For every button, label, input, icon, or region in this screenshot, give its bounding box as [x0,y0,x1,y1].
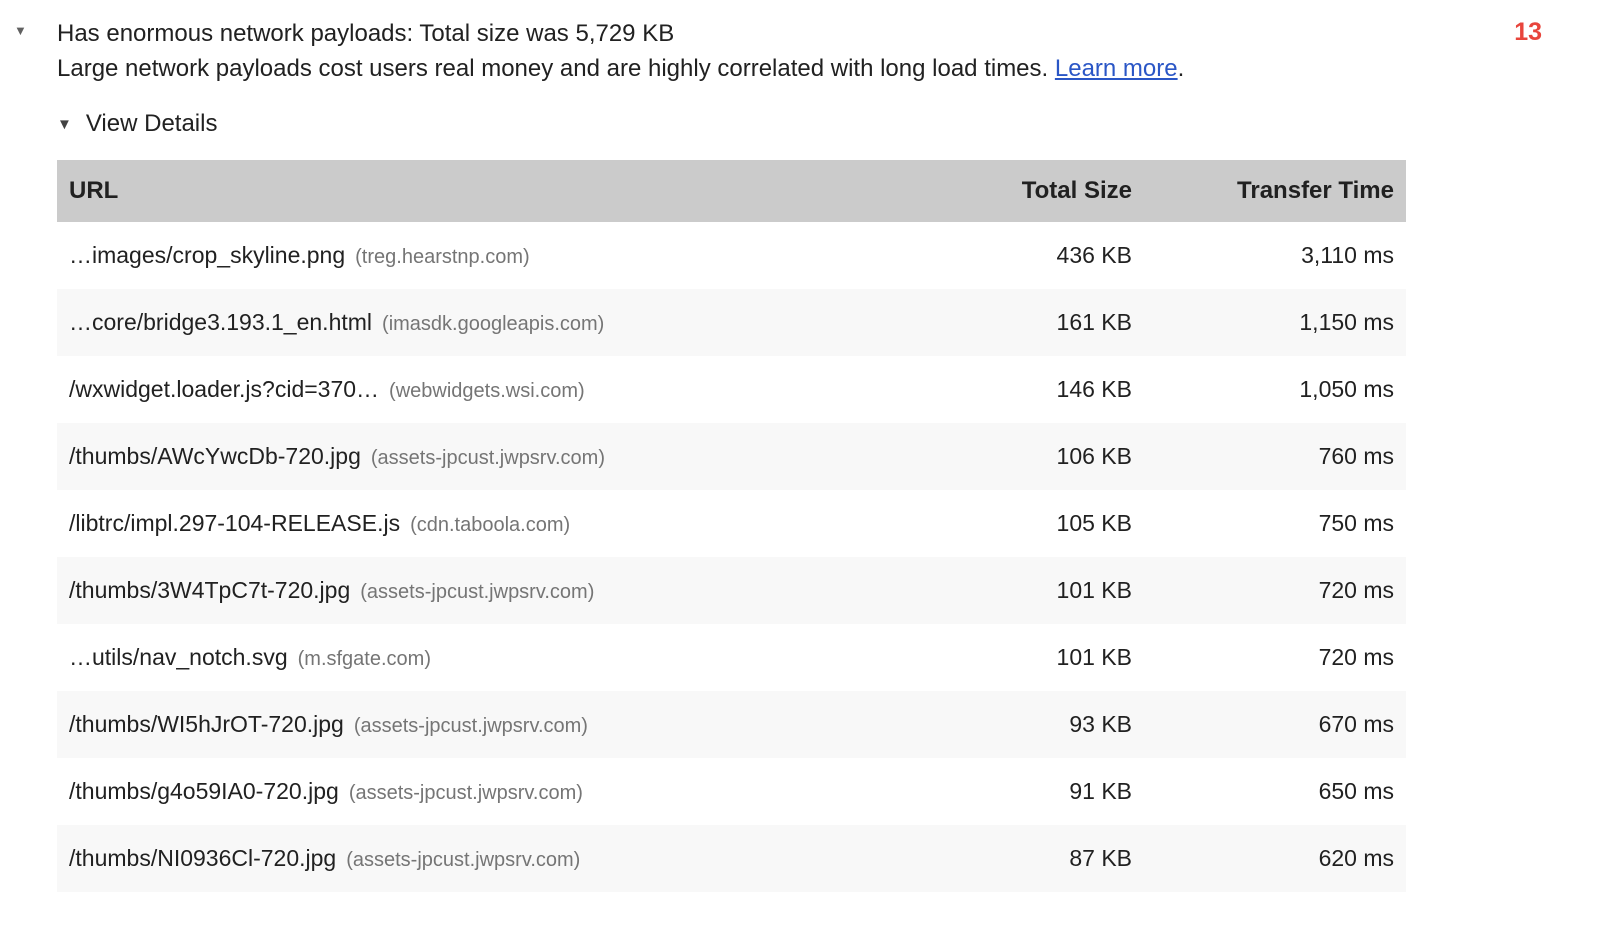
table-row: /thumbs/3W4TpC7t-720.jpg (assets-jpcust.j… [57,557,1406,624]
url-cell: /thumbs/NI0936Cl-720.jpg (assets-jpcust.j… [57,825,944,892]
url-domain: (assets-jpcust.jwpsrv.com) [348,782,583,804]
url-text: /thumbs/AWcYwcDb-720.jpg [69,443,361,469]
size-cell: 161 KB [1056,309,1132,335]
url-domain: (assets-jpcust.jwpsrv.com) [346,849,581,871]
url-domain: (treg.hearstnp.com) [355,246,530,268]
size-cell: 146 KB [1056,376,1132,402]
url-domain: (m.sfgate.com) [297,648,431,670]
table-header-row: URL Total Size Transfer Time [57,160,1406,222]
audit-header: ▼ Has enormous network payloads: Total s… [0,0,1598,86]
audit-description: Large network payloads cost users real m… [57,51,1478,86]
table-row: …core/bridge3.193.1_en.html (imasdk.googl… [57,289,1406,356]
description-period: . [1177,55,1185,82]
url-cell: /thumbs/WI5hJrOT-720.jpg (assets-jpcust.j… [57,691,944,758]
time-cell: 670 ms [1318,711,1394,737]
url-text: /thumbs/WI5hJrOT-720.jpg [69,711,344,737]
url-cell: …core/bridge3.193.1_en.html (imasdk.googl… [57,289,944,356]
url-cell: …images/crop_skyline.png (treg.hearstnp.c… [57,222,944,289]
payload-table: URL Total Size Transfer Time …images/cro… [57,160,1406,892]
column-header-url: URL [57,160,944,222]
url-cell: /wxwidget.loader.js?cid=370… (webwidgets.… [57,356,944,423]
url-text: …core/bridge3.193.1_en.html [69,309,373,335]
url-text: …utils/nav_notch.svg [69,644,288,670]
url-text: /libtrc/impl.297-104-RELEASE.js [69,510,401,536]
payload-table-container: URL Total Size Transfer Time …images/cro… [57,160,1406,892]
url-cell: …utils/nav_notch.svg (m.sfgate.com) [57,624,944,691]
table-row: …utils/nav_notch.svg (m.sfgate.com) 101 K… [57,624,1406,691]
url-text: /wxwidget.loader.js?cid=370… [69,376,380,402]
column-header-total-size: Total Size [944,160,1144,222]
time-cell: 620 ms [1318,845,1394,871]
size-cell: 105 KB [1056,510,1132,536]
url-domain: (assets-jpcust.jwpsrv.com) [370,447,605,469]
size-cell: 101 KB [1056,644,1132,670]
column-header-transfer-time: Transfer Time [1144,160,1406,222]
table-row: /libtrc/impl.297-104-RELEASE.js (cdn.tabo… [57,490,1406,557]
url-cell: /libtrc/impl.297-104-RELEASE.js (cdn.tabo… [57,490,944,557]
time-cell: 3,110 ms [1301,242,1394,268]
url-cell: /thumbs/3W4TpC7t-720.jpg (assets-jpcust.j… [57,557,944,624]
learn-more-link[interactable]: Learn more [1054,55,1178,82]
audit-score-badge: 13 [1514,18,1542,46]
size-cell: 91 KB [1069,778,1132,804]
url-domain: (cdn.taboola.com) [410,514,571,536]
time-cell: 1,050 ms [1299,376,1394,402]
table-row: /wxwidget.loader.js?cid=370… (webwidgets.… [57,356,1406,423]
url-domain: (webwidgets.wsi.com) [389,380,585,402]
time-cell: 760 ms [1318,443,1394,469]
audit-collapse-icon[interactable]: ▼ [14,23,27,38]
table-row: /thumbs/AWcYwcDb-720.jpg (assets-jpcust.j… [57,423,1406,490]
url-domain: (assets-jpcust.jwpsrv.com) [353,715,588,737]
time-cell: 650 ms [1318,778,1394,804]
time-cell: 750 ms [1318,510,1394,536]
time-cell: 1,150 ms [1299,309,1394,335]
view-details-toggle[interactable]: ▼ View Details [57,110,217,138]
table-row: /thumbs/NI0936Cl-720.jpg (assets-jpcust.j… [57,825,1406,892]
payload-table-body: …images/crop_skyline.png (treg.hearstnp.c… [57,222,1406,892]
url-text: /thumbs/3W4TpC7t-720.jpg [69,577,351,603]
url-cell: /thumbs/AWcYwcDb-720.jpg (assets-jpcust.j… [57,423,944,490]
audit-description-text: Large network payloads cost users real m… [57,55,1049,82]
url-text: /thumbs/g4o59IA0-720.jpg [69,778,339,804]
url-domain: (assets-jpcust.jwpsrv.com) [360,581,595,603]
url-text: /thumbs/NI0936Cl-720.jpg [69,845,337,871]
size-cell: 436 KB [1056,242,1132,268]
size-cell: 87 KB [1069,845,1132,871]
size-cell: 106 KB [1056,443,1132,469]
table-row: …images/crop_skyline.png (treg.hearstnp.c… [57,222,1406,289]
view-details-label: View Details [85,110,218,137]
url-cell: /thumbs/g4o59IA0-720.jpg (assets-jpcust.j… [57,758,944,825]
audit-title: Has enormous network payloads: Total siz… [57,20,675,47]
url-domain: (imasdk.googleapis.com) [382,313,605,335]
time-cell: 720 ms [1318,577,1394,603]
size-cell: 101 KB [1056,577,1132,603]
time-cell: 720 ms [1318,644,1394,670]
size-cell: 93 KB [1069,711,1132,737]
table-row: /thumbs/g4o59IA0-720.jpg (assets-jpcust.j… [57,758,1406,825]
view-details-chevron-icon: ▼ [57,115,72,133]
url-text: …images/crop_skyline.png [69,242,346,268]
table-row: /thumbs/WI5hJrOT-720.jpg (assets-jpcust.j… [57,691,1406,758]
